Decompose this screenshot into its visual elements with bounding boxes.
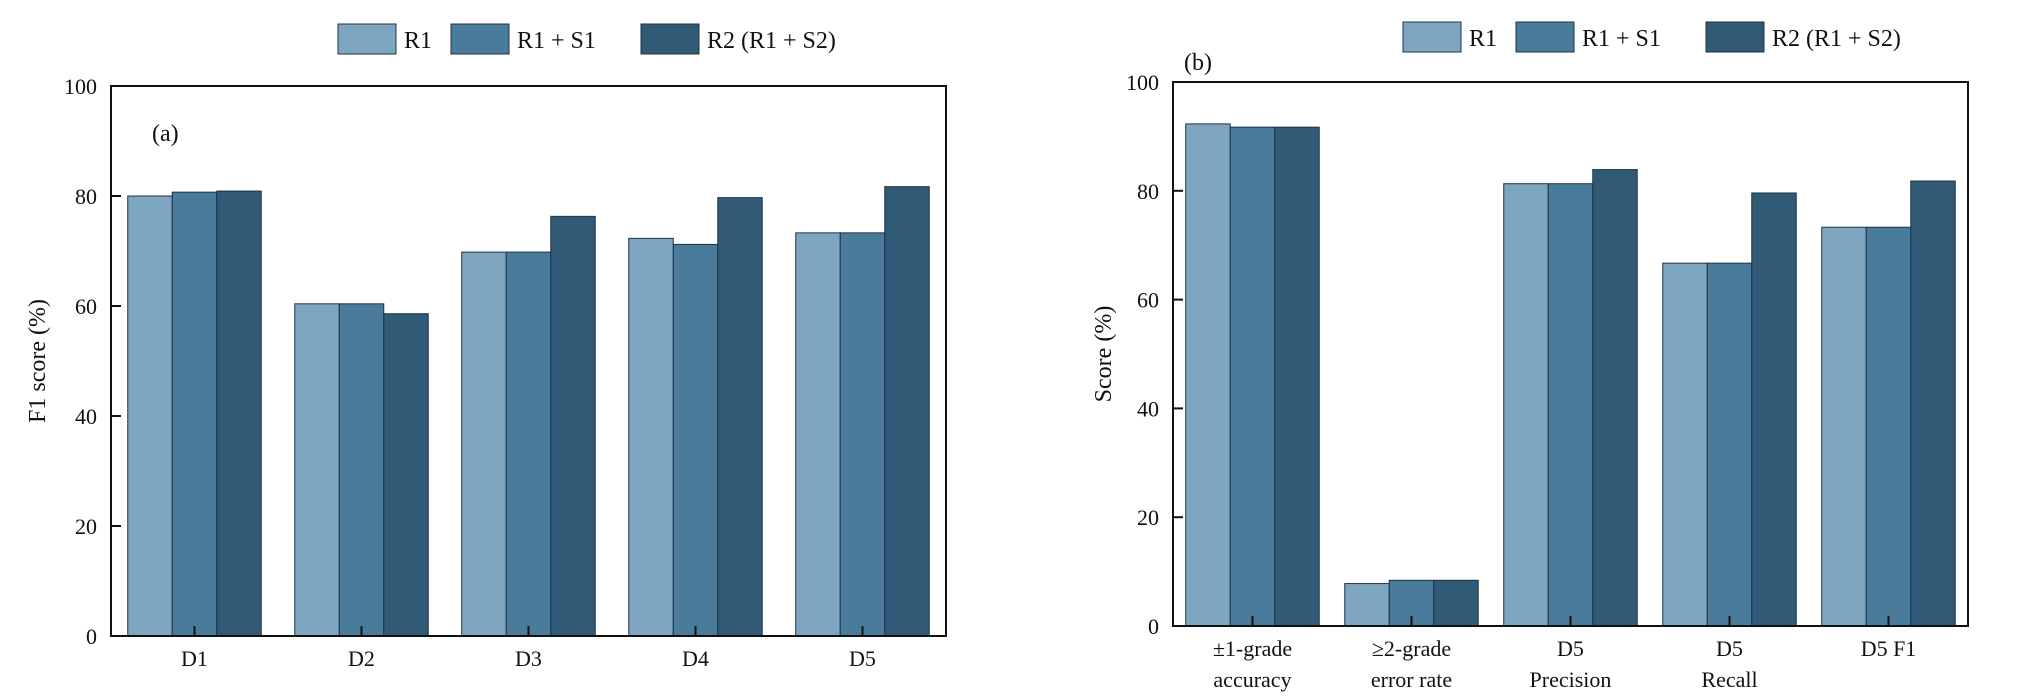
y-tick-label: 20 <box>1137 505 1159 530</box>
x-tick-label: D4 <box>682 646 709 671</box>
bar-2-4-3 <box>1751 192 1797 627</box>
x-tick-label: Precision <box>1530 667 1612 692</box>
bar-1-5-1 <box>795 232 841 637</box>
y-tick-label: 80 <box>75 184 97 209</box>
legend-swatch <box>640 23 700 55</box>
bar-2-4-2 <box>1706 262 1753 627</box>
bar-1-3-1 <box>461 251 507 637</box>
x-tick-label: ±1-grade <box>1213 636 1292 661</box>
bar-1-5-2 <box>839 232 886 637</box>
bar-2-2-1 <box>1344 583 1390 627</box>
y-tick-label: 60 <box>1137 288 1159 313</box>
x-tick-label: Recall <box>1701 667 1757 692</box>
bar-1-1-3 <box>216 190 262 637</box>
bar-1-2-3 <box>383 313 429 637</box>
bar-1-3-3 <box>550 215 596 637</box>
bar-1-4-2 <box>672 243 719 637</box>
y-tick-label: 60 <box>75 294 97 319</box>
bar-1-1-1 <box>127 195 173 637</box>
bar-2-3-1 <box>1503 183 1549 627</box>
bar-2-3-2 <box>1547 183 1594 627</box>
bar-2-1-3 <box>1274 126 1320 627</box>
x-tick-label: D3 <box>515 646 542 671</box>
chart-panel-2: 0 20 40 60 80 100 ±1-grade accuracy ≥2-grade erro… <box>1091 21 1969 692</box>
x-tick-label: D5 <box>849 646 876 671</box>
y-tick-label: 0 <box>86 624 97 649</box>
legend-swatch <box>450 23 510 55</box>
y-tick-label: 40 <box>1137 396 1159 421</box>
bar-2-4-1 <box>1662 262 1708 627</box>
x-tick-label: D2 <box>348 646 375 671</box>
bar-1-5-3 <box>884 186 930 637</box>
y-tick-label: 40 <box>75 404 97 429</box>
legend-label: R1 + S1 <box>517 28 596 54</box>
panel-label: (b) <box>1184 50 1212 76</box>
bar-2-5-1 <box>1821 226 1867 627</box>
y-tick-label: 100 <box>64 74 97 99</box>
bar-1-1-2 <box>171 191 218 637</box>
y-axis-label: F1 score (%) <box>25 299 51 423</box>
x-tick-label: D5 F1 <box>1861 636 1917 661</box>
legend-label: R1 + S1 <box>1582 26 1661 52</box>
bar-1-4-3 <box>717 197 763 637</box>
bar-2-5-2 <box>1865 226 1912 627</box>
legend: R1 R1 + S1 R2 (R1 + S2) <box>1402 21 1901 53</box>
x-tick-label: D1 <box>181 646 208 671</box>
y-axis-label: Score (%) <box>1091 306 1117 403</box>
x-tick-label: ≥2-grade <box>1372 636 1451 661</box>
bar-2-1-2 <box>1229 126 1276 627</box>
y-tick-label: 20 <box>75 514 97 539</box>
x-tick-label: D5 <box>1557 636 1584 661</box>
legend-swatch <box>1402 21 1462 53</box>
bar-2-3-3 <box>1592 169 1638 627</box>
bar-1-3-2 <box>505 251 552 637</box>
x-tick-label: D5 <box>1716 636 1743 661</box>
y-tick-label: 100 <box>1126 70 1159 95</box>
legend-label: R1 <box>1469 26 1497 52</box>
legend-swatch <box>337 23 397 55</box>
bar-1-2-1 <box>294 303 340 637</box>
legend-label: R2 (R1 + S2) <box>1772 26 1901 52</box>
y-tick-label: 0 <box>1148 614 1159 639</box>
y-tick-label: 80 <box>1137 179 1159 204</box>
bar-1-2-2 <box>338 303 385 637</box>
legend-label: R2 (R1 + S2) <box>707 28 836 54</box>
panel-label: (a) <box>152 121 179 147</box>
x-tick-label: error rate <box>1371 667 1452 692</box>
bar-1-4-1 <box>628 237 674 637</box>
bar-2-5-3 <box>1910 180 1956 627</box>
bar-2-1-1 <box>1185 123 1231 627</box>
bar-2-2-3 <box>1433 579 1479 627</box>
legend: R1 R1 + S1 R2 (R1 + S2) <box>337 23 836 55</box>
legend-swatch <box>1515 21 1575 53</box>
legend-swatch <box>1705 21 1765 53</box>
x-tick-label: accuracy <box>1213 667 1291 692</box>
legend-label: R1 <box>404 28 432 54</box>
